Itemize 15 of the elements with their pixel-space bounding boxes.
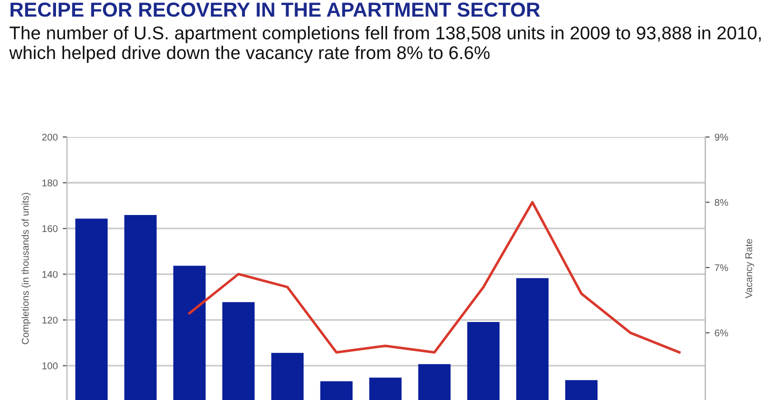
y-tick-label: 180 [42,179,58,186]
y-tick-label: 100 [42,362,58,370]
y-axis-title: Completions (in thousands of units) [22,192,31,344]
chart-title: RECIPE FOR RECOVERY IN THE APARTMENT SECTOR [10,2,540,17]
y-tick-label: 160 [42,225,58,232]
y2-tick-label: 7% [714,264,728,272]
y2-tick-label: 8% [714,198,728,206]
y-tick-label: 200 [42,134,58,141]
y-tick-label: 120 [42,316,58,324]
y2-tick-label: 9% [714,134,728,141]
y-tick-label: 140 [42,270,58,278]
y2-axis-title: Vacancy Rate [745,239,754,298]
line-series [188,201,681,354]
y2-tick-label: 6% [714,330,728,336]
chart-subtitle: The number of U.S. apartment completions fell from 138,508 units in 2009 to 93,888 in 2010, which helped drive down the vacancy rate from 8% to 6.6% [9,26,761,63]
